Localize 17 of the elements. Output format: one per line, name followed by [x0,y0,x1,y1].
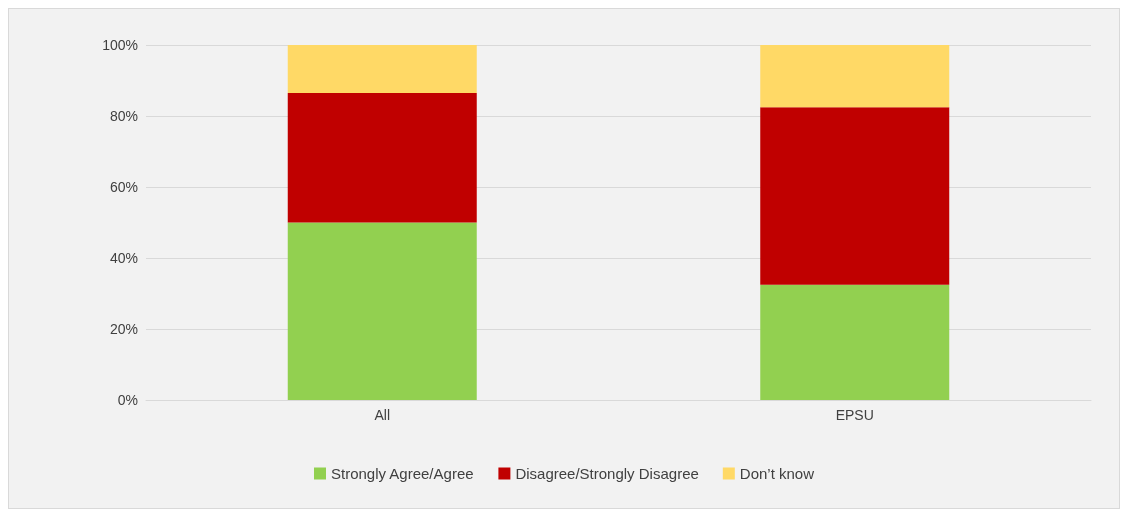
bar [760,107,950,285]
legend-label: Don’t know [739,465,815,482]
x-tick-label: All [374,407,391,423]
bar [760,45,950,108]
y-tick-label: 40% [109,250,138,266]
y-tick-label: 80% [109,108,138,124]
legend-label: Strongly Agree/Agree [330,465,474,482]
bar [287,92,477,223]
x-tick-label: EPSU [835,407,874,423]
y-tick-label: 0% [117,392,138,408]
y-tick-label: 20% [109,321,138,337]
legend-label: Disagree/Strongly Disagree [515,465,699,482]
y-tick-label: 60% [109,179,138,195]
y-tick-label: 100% [102,37,138,53]
bar [287,222,477,400]
bar [760,284,950,400]
bar [287,45,477,93]
